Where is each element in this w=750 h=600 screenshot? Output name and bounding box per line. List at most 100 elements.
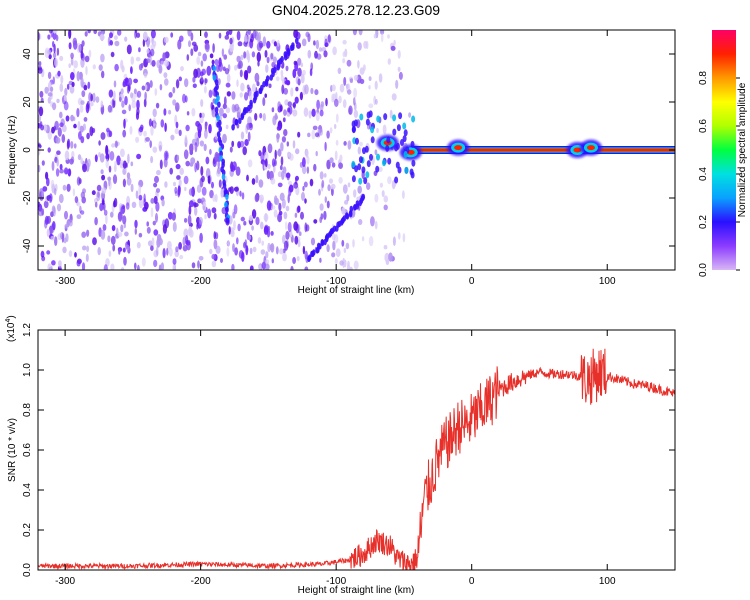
noise-speckle <box>121 109 127 115</box>
noise-speckle <box>87 81 91 90</box>
noise-speckle <box>52 52 57 59</box>
noise-speckle <box>163 72 168 78</box>
noise-speckle <box>46 177 50 187</box>
y-tick-label: -40 <box>22 238 33 253</box>
noise-speckle <box>408 112 412 118</box>
noise-speckle <box>233 204 238 215</box>
noise-speckle <box>188 226 193 236</box>
noise-speckle <box>280 75 284 82</box>
noise-speckle <box>321 179 325 189</box>
noise-speckle <box>174 186 178 194</box>
noise-speckle <box>233 220 236 231</box>
noise-speckle <box>76 71 81 82</box>
noise-speckle <box>38 106 44 117</box>
noise-speckle <box>397 66 401 72</box>
noise-speckle <box>86 245 90 253</box>
streak-point <box>316 242 321 249</box>
noise-speckle <box>73 123 77 129</box>
noise-speckle <box>378 166 383 173</box>
noise-speckle <box>311 129 316 140</box>
noise-speckle <box>353 74 359 81</box>
noise-speckle <box>285 230 290 240</box>
noise-speckle <box>231 263 235 270</box>
noise-speckle <box>159 84 163 91</box>
noise-speckle <box>66 183 71 192</box>
noise-speckle <box>99 153 105 163</box>
noise-speckle <box>156 234 162 242</box>
noise-speckle <box>209 53 214 59</box>
noise-speckle <box>379 182 383 188</box>
noise-speckle <box>177 185 181 196</box>
noise-speckle <box>56 203 62 212</box>
noise-speckle <box>254 72 260 83</box>
noise-speckle <box>294 96 299 104</box>
noise-speckle <box>218 57 222 67</box>
noise-speckle <box>112 174 118 185</box>
svg-text:(x104): (x104) <box>5 315 17 342</box>
noise-speckle <box>65 115 70 122</box>
noise-speckle <box>128 104 131 112</box>
noise-speckle <box>61 134 66 143</box>
noise-speckle <box>105 158 109 169</box>
noise-speckle <box>63 101 69 111</box>
noise-speckle <box>303 107 309 117</box>
streak-point <box>255 90 259 98</box>
noise-speckle <box>319 109 324 117</box>
noise-speckle <box>194 206 198 216</box>
colorbar-tick-label: 0.4 <box>698 167 709 181</box>
noise-speckle <box>88 49 92 58</box>
noise-speckle <box>304 84 309 95</box>
colorbar-tick-label: 0.8 <box>698 71 709 85</box>
noise-speckle <box>164 218 170 229</box>
transition-speckle <box>365 118 370 126</box>
noise-speckle <box>292 140 296 149</box>
transition-speckle <box>387 157 392 165</box>
noise-speckle <box>153 259 158 268</box>
transition-speckle <box>404 166 409 174</box>
colorbar-tick-label: 0.6 <box>698 119 709 133</box>
tonal-band <box>410 146 675 154</box>
noise-speckle <box>120 224 124 233</box>
streak-point <box>219 150 223 157</box>
noise-speckle <box>374 149 378 156</box>
noise-speckle <box>338 95 342 104</box>
noise-speckle <box>239 69 243 78</box>
noise-speckle <box>331 252 336 258</box>
noise-speckle <box>53 43 56 54</box>
noise-speckle <box>126 44 132 55</box>
noise-speckle <box>323 210 327 220</box>
noise-speckle <box>304 222 308 233</box>
noise-speckle <box>76 214 82 220</box>
noise-speckle <box>200 76 204 82</box>
noise-speckle <box>191 107 196 117</box>
noise-speckle <box>79 125 84 133</box>
noise-speckle <box>84 55 90 63</box>
transition-speckle <box>400 139 404 146</box>
noise-speckle <box>183 175 189 185</box>
noise-speckle <box>38 146 41 156</box>
noise-speckle <box>119 96 122 103</box>
hotspot-core <box>573 147 582 153</box>
noise-speckle <box>201 186 207 196</box>
noise-speckle <box>153 195 158 205</box>
noise-speckle <box>277 213 283 223</box>
noise-speckle <box>174 128 179 135</box>
x-tick-label: -300 <box>55 276 75 287</box>
noise-speckle <box>199 140 205 147</box>
noise-speckle <box>78 178 82 185</box>
noise-speckle <box>262 36 267 47</box>
noise-speckle <box>251 225 255 231</box>
noise-speckle <box>66 220 70 228</box>
noise-speckle <box>131 100 137 109</box>
noise-speckle <box>334 258 338 265</box>
noise-speckle <box>64 210 68 220</box>
noise-speckle <box>114 140 118 148</box>
noise-speckle <box>246 84 250 90</box>
noise-speckle <box>224 68 230 75</box>
noise-speckle <box>185 124 190 132</box>
noise-speckle <box>80 100 85 105</box>
streak-point <box>283 51 288 58</box>
noise-speckle <box>330 183 336 190</box>
noise-speckle <box>100 169 104 175</box>
noise-speckle <box>176 154 180 162</box>
